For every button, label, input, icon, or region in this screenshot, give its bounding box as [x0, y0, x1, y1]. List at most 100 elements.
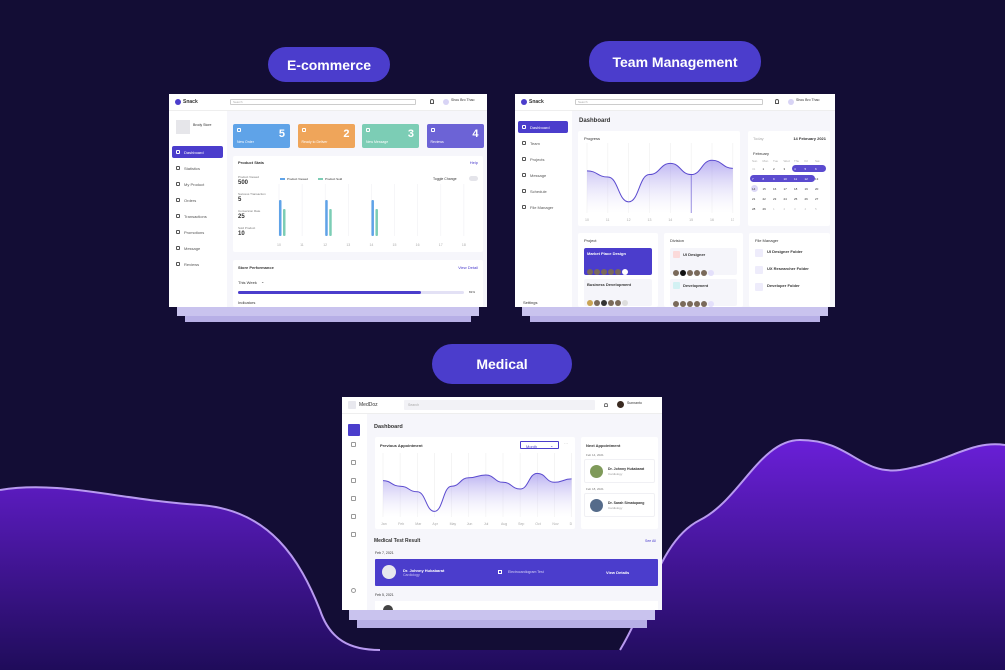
sidebar-item-message[interactable]: Message: [518, 169, 568, 181]
sidebar-item-dashboard[interactable]: Dashboard: [518, 121, 568, 133]
folder-name[interactable]: Developer Folder: [767, 283, 800, 288]
calendar-day[interactable]: 16: [773, 186, 777, 191]
user-name[interactable]: Shou Bro Thao: [796, 98, 820, 102]
bell-icon[interactable]: [430, 99, 434, 104]
period-dropdown[interactable]: Month ⌄: [520, 441, 559, 449]
avatar[interactable]: [443, 99, 449, 105]
calendar-day[interactable]: 18: [794, 186, 798, 191]
document-icon[interactable]: [351, 532, 356, 537]
calendar-day[interactable]: 21: [752, 196, 756, 201]
avatar[interactable]: [788, 99, 794, 105]
more-icon[interactable]: ···: [564, 441, 568, 446]
sidebar-item-schedule[interactable]: Schedule: [518, 185, 568, 197]
project-card[interactable]: Market Place Design: [584, 248, 652, 275]
calendar-day[interactable]: 4: [804, 206, 807, 211]
calendar-day[interactable]: 2: [783, 206, 786, 211]
calendar-day[interactable]: 2: [773, 166, 775, 171]
settings-icon[interactable]: [351, 588, 356, 593]
search-input[interactable]: Search: [575, 99, 763, 105]
toggle-switch[interactable]: [469, 176, 478, 181]
sidebar-item-reviews[interactable]: Reviews: [172, 258, 223, 270]
division-card[interactable]: Development: [670, 279, 737, 307]
doctor-name: Dr. Johnny Hukabarat: [403, 568, 445, 573]
settings-link[interactable]: Settings: [523, 300, 538, 305]
calendar-day[interactable]: 24: [783, 196, 787, 201]
legend-viewed-swatch: [280, 178, 285, 180]
calendar-day[interactable]: 29: [762, 206, 766, 211]
stat-card-new-message[interactable]: New Message 3: [362, 124, 419, 148]
doctor-icon[interactable]: [351, 460, 356, 465]
calendar-day[interactable]: 3: [783, 166, 786, 171]
calendar-day[interactable]: 3: [794, 206, 796, 211]
sidebar-item-projects[interactable]: Projects: [518, 153, 568, 165]
sidebar-item-statistics[interactable]: Statistics: [172, 162, 223, 174]
calendar-day[interactable]: 14: [752, 186, 756, 191]
see-all-link[interactable]: See All: [645, 539, 656, 543]
avatar[interactable]: [617, 401, 624, 408]
calendar-day[interactable]: 17: [783, 186, 787, 191]
period-dropdown[interactable]: This Week: [238, 280, 257, 285]
calendar-day[interactable]: 1: [762, 166, 765, 171]
calendar-day[interactable]: 5: [815, 206, 817, 211]
division-card[interactable]: UI Designer: [670, 248, 737, 276]
sidebar-item-message[interactable]: Message: [172, 242, 223, 254]
calendar-day[interactable]: 11: [794, 176, 798, 181]
doctor-specialty: Cardiology: [608, 472, 623, 476]
test-result-row[interactable]: Dr. Johnny Hukabarat Cardiology Electroc…: [375, 559, 658, 586]
sidebar-item-file-manager[interactable]: File Manager: [518, 201, 568, 213]
calendar-day[interactable]: 23: [773, 196, 777, 201]
sidebar-item-team[interactable]: Team: [518, 137, 568, 149]
calendar-day[interactable]: 27: [815, 196, 819, 201]
view-details-button[interactable]: View Details: [606, 570, 630, 575]
patient-icon[interactable]: [351, 478, 356, 483]
user-name[interactable]: Shou Bro Thao: [451, 98, 475, 102]
stat-card-ready-to-deliver[interactable]: Ready to Deliver 2: [297, 124, 355, 148]
bell-icon[interactable]: [775, 99, 779, 104]
sidebar-item-promotions[interactable]: Promotions: [172, 226, 223, 238]
calendar-day[interactable]: 9: [773, 176, 775, 181]
calendar-day[interactable]: 1: [773, 206, 775, 211]
calendar-day[interactable]: 13: [815, 176, 819, 181]
chevron-down-icon[interactable]: ⌄: [261, 279, 265, 284]
calendar-day[interactable]: 6: [815, 166, 817, 171]
sidebar-item-dashboard[interactable]: Dashboard: [172, 146, 223, 158]
sidebar-item-transactions[interactable]: Transactions: [172, 210, 223, 222]
calendar-day[interactable]: 31: [752, 166, 756, 171]
help-link[interactable]: Help: [469, 160, 478, 165]
search-input[interactable]: Search: [230, 99, 416, 105]
appointment-card[interactable]: Dr. Sarah Simatupang Cardiology: [584, 493, 655, 517]
user-name[interactable]: Sunnanto: [627, 401, 642, 405]
dashboard-icon[interactable]: [348, 424, 360, 436]
calendar-day[interactable]: 12: [804, 176, 808, 181]
calendar-day[interactable]: 15: [762, 186, 766, 191]
calendar-day[interactable]: 5: [804, 166, 807, 171]
search-input[interactable]: Search: [404, 400, 595, 410]
bell-icon[interactable]: [604, 403, 608, 407]
calendar-day[interactable]: 19: [804, 186, 808, 191]
calendar-day[interactable]: 4: [794, 166, 796, 171]
sidebar-item-my-product[interactable]: My Product: [172, 178, 223, 190]
test-result-row[interactable]: [375, 601, 658, 610]
sidebar-item-orders[interactable]: Orders: [172, 194, 223, 206]
calendar-day[interactable]: 7: [752, 176, 754, 181]
calendar-day[interactable]: 25: [794, 196, 798, 201]
star-icon[interactable]: [351, 514, 356, 519]
sidebar-item-label: Message: [184, 245, 201, 251]
calendar-month[interactable]: February: [753, 151, 770, 156]
view-detail-link[interactable]: View Detail: [458, 265, 478, 270]
appointment-card[interactable]: Dr. Johnny Hukabarat Cardiology: [584, 459, 655, 483]
folder-name[interactable]: UX Researcher Folder: [767, 266, 809, 271]
calendar-day[interactable]: 10: [783, 176, 787, 181]
calendar-day[interactable]: 26: [804, 196, 808, 201]
stat-card-reviews[interactable]: Reviews 4: [426, 124, 484, 148]
calendar-day[interactable]: 8: [762, 176, 765, 181]
calendar-day[interactable]: 20: [815, 186, 819, 191]
message-icon[interactable]: [351, 496, 356, 501]
calendar-icon[interactable]: [351, 442, 356, 447]
calendar-day[interactable]: 28: [752, 206, 756, 211]
stat-card-new-order[interactable]: New Order 5: [233, 124, 290, 148]
project-card[interactable]: Business Development: [584, 279, 652, 306]
sidebar-item-label: Transactions: [184, 213, 207, 219]
calendar-day[interactable]: 22: [762, 196, 766, 201]
folder-name[interactable]: UI Designer Folder: [767, 249, 803, 254]
